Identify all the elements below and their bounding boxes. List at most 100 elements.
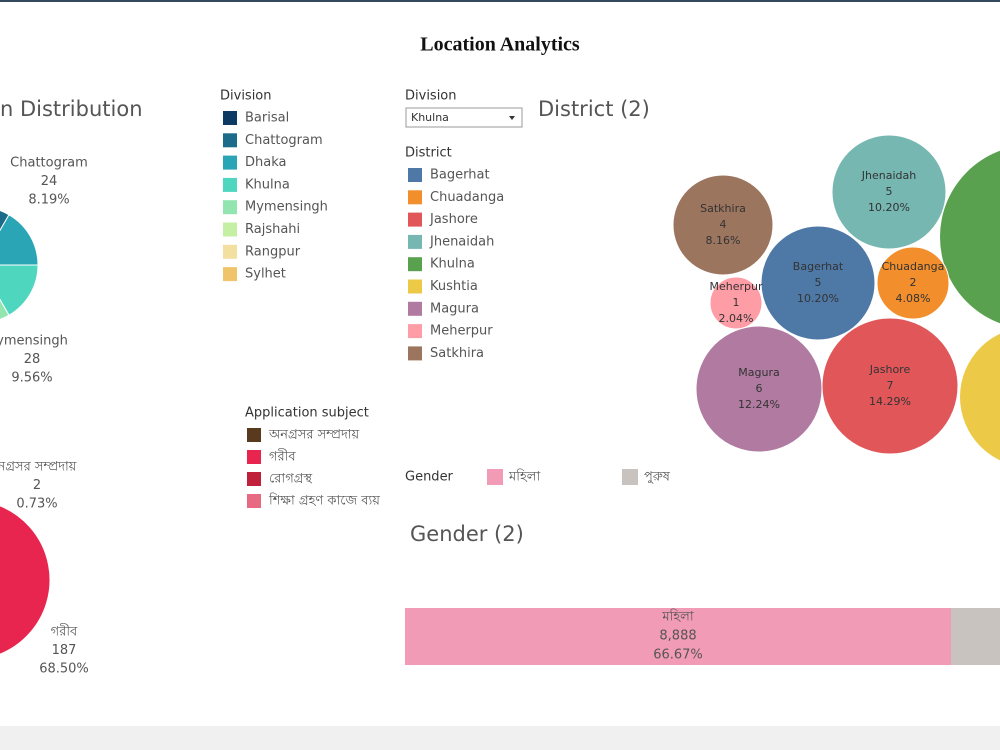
division-legend-title: Division (220, 89, 272, 104)
legend-label: Chuadanga (430, 190, 504, 205)
legend-swatch (408, 279, 422, 294)
bar-label: 8,888 (659, 629, 696, 644)
pie-label: 68.50% (39, 662, 89, 677)
pie-slice (0, 505, 51, 655)
bubble-label: Bagerhat (793, 260, 844, 273)
pie-label: 187 (52, 643, 77, 658)
bubble (960, 333, 1000, 461)
legend-swatch (223, 133, 237, 148)
filter-dropdown[interactable] (405, 107, 523, 128)
legend-swatch (408, 257, 422, 272)
bar (405, 608, 951, 665)
bubble (940, 150, 1000, 324)
district-legend-title: District (405, 146, 452, 161)
pie-label: গরীব (51, 624, 78, 640)
legend-label: অনগ্রসর সম্প্রদায় (268, 428, 360, 443)
legend-swatch (408, 212, 422, 227)
legend-swatch (247, 428, 261, 442)
bar (951, 608, 1000, 665)
legend-label: Jashore (429, 212, 478, 227)
legend-label: গরীব (269, 449, 296, 465)
pie-label: 9.56% (11, 371, 52, 386)
legend-label: Dhaka (245, 155, 286, 170)
legend-swatch (223, 111, 237, 125)
legend-swatch (408, 190, 422, 205)
bubble-label: 4.08% (896, 292, 931, 305)
bar-label: 66.67% (653, 648, 703, 663)
bubble (672, 174, 774, 276)
bubble-label: 2.04% (719, 312, 754, 325)
legend-label: Rangpur (245, 244, 301, 259)
legend-swatch (223, 177, 237, 192)
bubble-label: 10.20% (797, 292, 839, 305)
bubble-label: Satkhira (700, 202, 746, 215)
legend-label: Jhenaidah (429, 234, 494, 249)
legend-swatch (247, 494, 261, 508)
pie-label: 8.19% (28, 193, 69, 208)
bubble-label: Chuadanga (882, 260, 945, 273)
top-bar (0, 0, 1000, 2)
legend-swatch (408, 234, 422, 249)
pie-label: 0.73% (16, 497, 57, 512)
bubble-label: 12.24% (738, 398, 780, 411)
legend-label: Kushtia (430, 279, 478, 294)
legend-label: Sylhet (245, 267, 286, 282)
bubble-label: Jhenaidah (861, 169, 916, 182)
filter-value: Khulna (411, 111, 449, 124)
bubble-label: 14.29% (869, 395, 911, 408)
bar-label: মহিলা (661, 609, 693, 625)
legend-swatch (408, 346, 422, 361)
bubble (831, 134, 947, 250)
legend-label: Rajshahi (245, 222, 300, 237)
legend-label: Khulna (245, 177, 290, 192)
legend-label: Magura (430, 301, 479, 316)
bubble-label: 4 (720, 218, 727, 231)
legend-label: Meherpur (430, 324, 493, 339)
legend-label: রোগগ্রস্থ (269, 472, 312, 487)
bubble (876, 246, 950, 320)
bubble (760, 225, 876, 341)
district-chart-title: District (2) (538, 97, 650, 121)
bubble-label: Magura (738, 366, 779, 379)
gender-chart-title: Gender (2) (410, 522, 524, 546)
legend-swatch (487, 469, 503, 485)
legend-label: Barisal (245, 111, 289, 126)
legend-label: পুরুষ (644, 470, 671, 485)
legend-swatch (247, 450, 261, 464)
division-chart-title: n Distribution (0, 97, 143, 121)
legend-swatch (223, 222, 237, 237)
pie-slice (0, 264, 39, 316)
pie-label: ymensingh (0, 334, 68, 349)
legend-swatch (408, 168, 422, 182)
pie-label: 28 (24, 352, 41, 367)
legend-label: Khulna (430, 257, 475, 272)
legend-swatch (223, 200, 237, 215)
bubble-label: 5 (815, 276, 822, 289)
dropdown-arrow (509, 116, 515, 120)
legend-label: Satkhira (430, 346, 484, 361)
dashboard-title: Location Analytics (420, 34, 580, 56)
bubble-label: 10.20% (868, 201, 910, 214)
bubble-label: 6 (756, 382, 763, 395)
gender-legend-title: Gender (405, 470, 454, 485)
legend-swatch (247, 472, 261, 486)
pie-label: Chattogram (10, 156, 88, 171)
legend-swatch (223, 267, 237, 282)
bubble-label: Jashore (869, 363, 911, 376)
footer-band (0, 726, 1000, 750)
filter-label: Division (405, 89, 457, 104)
pie-slice (0, 214, 39, 266)
pie-label: 24 (41, 174, 58, 189)
legend-swatch (408, 301, 422, 316)
bubble-label: 8.16% (706, 234, 741, 247)
legend-swatch (408, 324, 422, 339)
subject-legend-title: Application subject (245, 406, 369, 421)
legend-swatch (622, 469, 638, 485)
bubble-label: 7 (887, 379, 894, 392)
bubble-label: 2 (910, 276, 917, 289)
legend-swatch (223, 155, 237, 170)
pie-label: 2 (33, 478, 41, 493)
bubble-label: Meherpur (710, 280, 763, 293)
